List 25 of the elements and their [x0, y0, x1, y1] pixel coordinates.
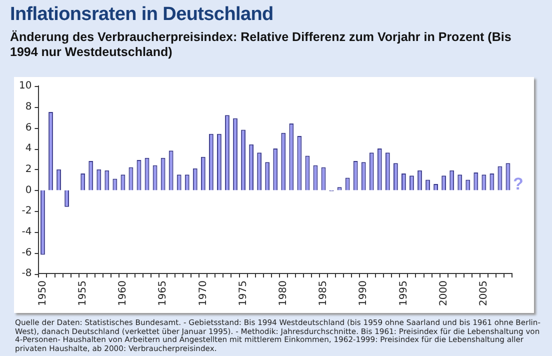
x-tick-label: 1955: [77, 280, 88, 306]
x-tick-label: 1960: [118, 280, 129, 306]
x-tick-label: 1950: [37, 280, 48, 306]
y-tick-label: 6: [25, 122, 32, 134]
y-tick-label: -8: [22, 268, 32, 280]
x-tick-label: 1995: [398, 280, 410, 306]
y-tick-label: -2: [22, 206, 32, 217]
text: ?: [512, 174, 524, 194]
y-tick-label: 4: [25, 143, 32, 154]
x-tick-label: 1975: [238, 280, 249, 306]
x-tick-label: 1970: [198, 280, 209, 306]
x-tick-label: 1965: [158, 280, 169, 306]
x-tick-label: 1990: [358, 280, 370, 306]
x-tick-label: 1985: [318, 280, 330, 306]
y-tick-label: 8: [25, 101, 32, 112]
chart-subtitle: Änderung des Verbraucherpreisindex: Relative Differenz zum Vorjahr in Prozent (Bis 1994 nur Westdeutschland): [10, 30, 512, 60]
y-tick-label: -4: [22, 226, 32, 238]
y-tick-label: -6: [22, 247, 32, 258]
y-tick-label: 0: [25, 184, 32, 196]
y-tick-label: 2: [25, 164, 32, 175]
x-tick-label: 1980: [278, 280, 289, 306]
chart-title: Inflationsraten in Deutschland: [10, 4, 274, 26]
x-tick-label: 2005: [478, 280, 490, 306]
y-tick-label: 10: [18, 80, 32, 92]
x-tick-label: 2000: [438, 280, 450, 306]
